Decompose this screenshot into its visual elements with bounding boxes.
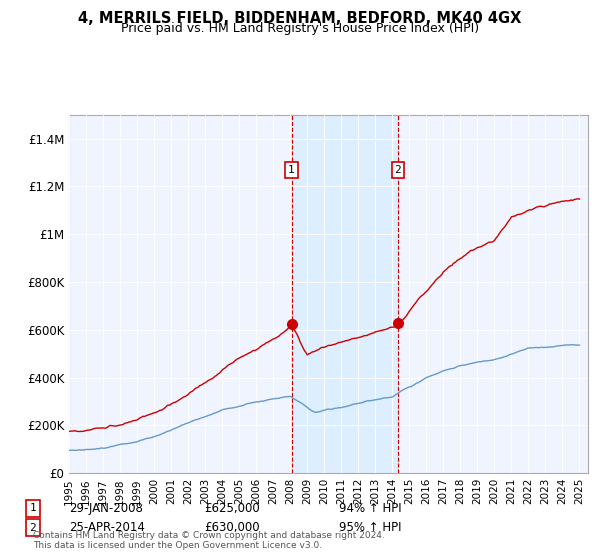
Text: Price paid vs. HM Land Registry's House Price Index (HPI): Price paid vs. HM Land Registry's House … bbox=[121, 22, 479, 35]
Text: 95% ↑ HPI: 95% ↑ HPI bbox=[339, 521, 401, 534]
Text: 25-APR-2014: 25-APR-2014 bbox=[69, 521, 145, 534]
Text: £625,000: £625,000 bbox=[204, 502, 260, 515]
Text: 29-JAN-2008: 29-JAN-2008 bbox=[69, 502, 143, 515]
Text: 1: 1 bbox=[288, 165, 295, 175]
Text: 94% ↑ HPI: 94% ↑ HPI bbox=[339, 502, 401, 515]
Bar bbox=[292, 115, 398, 473]
Text: 1: 1 bbox=[29, 503, 37, 514]
Text: Contains HM Land Registry data © Crown copyright and database right 2024.
This d: Contains HM Land Registry data © Crown c… bbox=[33, 530, 385, 550]
Text: £630,000: £630,000 bbox=[204, 521, 260, 534]
Text: 2: 2 bbox=[29, 522, 37, 533]
Text: 2: 2 bbox=[394, 165, 401, 175]
Text: 4, MERRILS FIELD, BIDDENHAM, BEDFORD, MK40 4GX: 4, MERRILS FIELD, BIDDENHAM, BEDFORD, MK… bbox=[79, 11, 521, 26]
